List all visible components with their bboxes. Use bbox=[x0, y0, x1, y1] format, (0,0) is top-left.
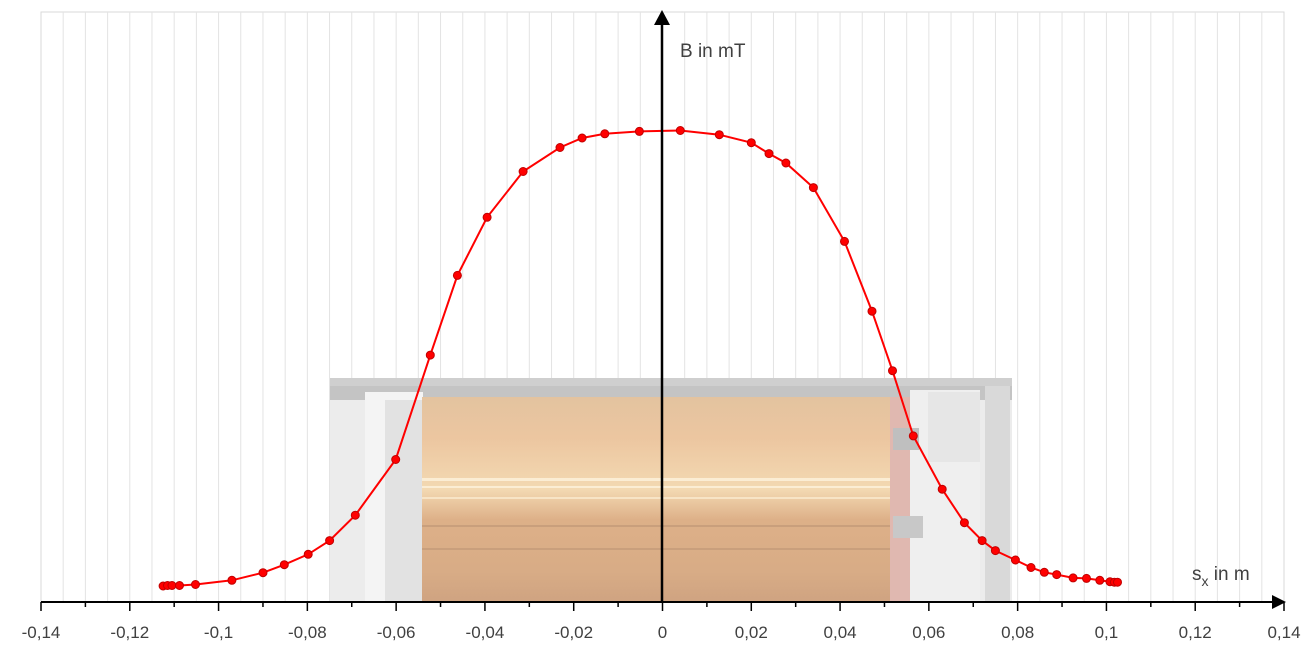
x-tick-label: 0,02 bbox=[735, 623, 768, 642]
data-point bbox=[577, 133, 587, 143]
data-point bbox=[1082, 573, 1091, 583]
x-axis-title-rest: in m bbox=[1209, 564, 1250, 585]
data-point bbox=[888, 366, 897, 376]
data-point bbox=[675, 126, 685, 135]
x-tick-label: 0,12 bbox=[1179, 623, 1212, 642]
data-point bbox=[937, 484, 947, 494]
x-axis-title-main: s bbox=[1192, 564, 1202, 585]
data-point bbox=[990, 546, 1000, 556]
y-axis-arrowhead bbox=[654, 10, 670, 25]
data-point bbox=[1010, 555, 1020, 565]
x-tick-label: -0,12 bbox=[110, 623, 149, 642]
x-axis-title-subscript: x bbox=[1202, 573, 1209, 589]
data-point bbox=[258, 568, 268, 578]
data-point bbox=[840, 236, 849, 246]
data-point bbox=[1095, 575, 1105, 585]
data-point bbox=[391, 455, 401, 464]
data-point bbox=[350, 510, 360, 520]
data-point bbox=[167, 581, 177, 590]
data-point bbox=[808, 183, 818, 193]
data-point bbox=[325, 536, 335, 546]
data-point bbox=[1039, 567, 1049, 577]
data-point bbox=[764, 149, 774, 159]
data-point bbox=[634, 126, 644, 136]
data-point bbox=[867, 306, 877, 316]
y-axis-title: B in mT bbox=[680, 41, 746, 62]
data-point bbox=[1052, 570, 1062, 580]
x-tick-label: -0,06 bbox=[377, 623, 416, 642]
x-axis-title: sx in m bbox=[1192, 564, 1250, 589]
x-tick-label: -0,14 bbox=[22, 623, 61, 642]
data-point bbox=[959, 518, 969, 528]
x-tick-label: 0,1 bbox=[1095, 623, 1119, 642]
data-point bbox=[227, 575, 237, 585]
data-point bbox=[303, 549, 313, 559]
x-axis-ticks bbox=[40, 602, 1285, 611]
data-point bbox=[781, 158, 791, 168]
data-point bbox=[279, 560, 289, 570]
data-point bbox=[175, 581, 184, 590]
x-tick-label: -0,1 bbox=[204, 623, 233, 642]
x-axis-arrowhead bbox=[1272, 595, 1286, 609]
data-point bbox=[600, 129, 610, 139]
data-point bbox=[191, 580, 200, 589]
x-tick-label: -0,02 bbox=[554, 623, 593, 642]
x-tick-label: 0,04 bbox=[824, 623, 857, 642]
coil-photo bbox=[330, 378, 1012, 602]
x-tick-label: 0,08 bbox=[1001, 623, 1034, 642]
data-point bbox=[1068, 573, 1078, 583]
data-point bbox=[1026, 563, 1036, 572]
data-point bbox=[714, 130, 724, 140]
data-point bbox=[1113, 577, 1122, 587]
series-markers bbox=[158, 126, 1122, 591]
data-point bbox=[908, 431, 918, 441]
x-axis-tick-labels: -0,14 -0,12 -0,1 -0,08 -0,06 -0,04 -0,02 0 0,02 0… bbox=[22, 623, 1301, 642]
x-tick-label: -0,04 bbox=[466, 623, 505, 642]
data-point bbox=[555, 143, 565, 152]
data-point bbox=[482, 212, 492, 222]
data-point bbox=[518, 167, 528, 176]
x-tick-label: -0,08 bbox=[288, 623, 327, 642]
x-tick-label: 0,14 bbox=[1267, 623, 1300, 642]
x-tick-label: 0 bbox=[658, 623, 667, 642]
data-point bbox=[425, 350, 435, 360]
x-tick-label: 0,06 bbox=[912, 623, 945, 642]
data-point bbox=[746, 138, 756, 148]
data-point bbox=[977, 536, 987, 546]
vertical-gridlines bbox=[62, 12, 1263, 602]
data-point bbox=[452, 270, 462, 280]
